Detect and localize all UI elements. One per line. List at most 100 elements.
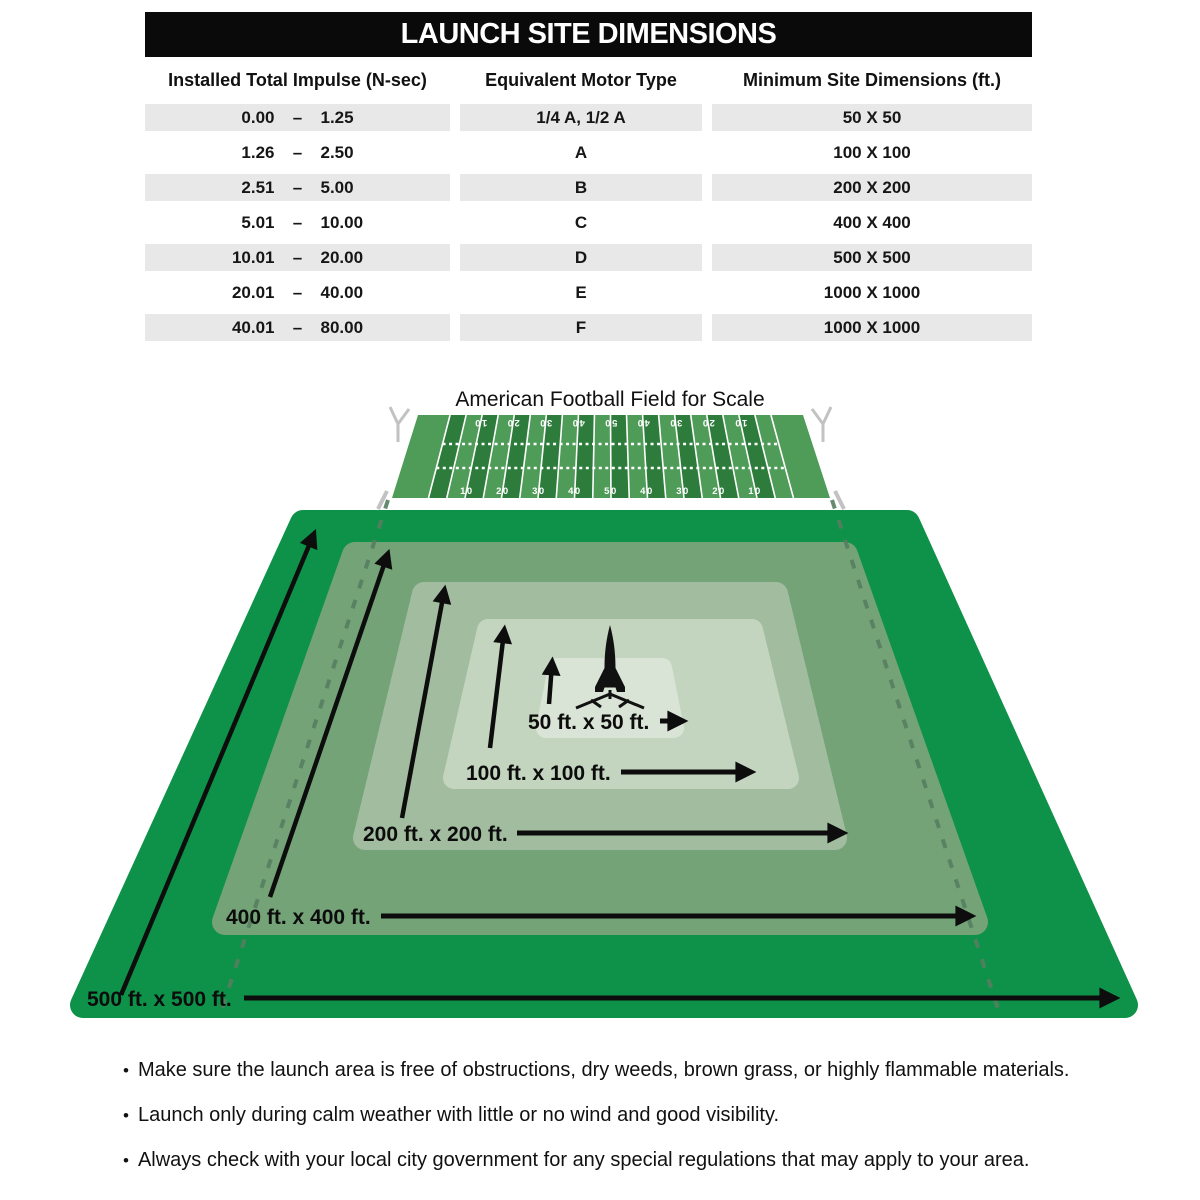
yard-number: 50 xyxy=(604,417,618,428)
yard-line xyxy=(591,414,596,499)
page-title: LAUNCH SITE DIMENSIONS xyxy=(400,18,777,50)
table-row: 40.01–80.00 F 1000 X 1000 xyxy=(145,314,1032,341)
safety-notes: • Make sure the launch area is free of o… xyxy=(123,1058,1088,1193)
table-column-headers: Installed Total Impulse (N-sec) Equivale… xyxy=(145,57,1032,104)
zone-label-200: 200 ft. x 200 ft. xyxy=(363,823,508,846)
field-stripe xyxy=(501,415,531,498)
yard-line xyxy=(609,414,612,499)
field-stripe xyxy=(706,415,739,498)
site-dimensions: 1000 X 1000 xyxy=(712,314,1032,341)
rocket-icon xyxy=(575,625,645,710)
yard-line xyxy=(722,414,740,499)
yard-line xyxy=(689,414,704,499)
motor-type: E xyxy=(575,282,587,302)
football-field: 10 10 20 20 30 30 40 40 50 50 40 40 30 30 20 20 10 10 xyxy=(392,414,830,499)
yard-number: 40 xyxy=(571,417,585,428)
yard-number: 30 xyxy=(539,417,553,428)
site-dimensions: 50 X 50 xyxy=(712,104,1032,131)
yard-number: 20 xyxy=(496,486,510,497)
yard-line xyxy=(518,414,532,499)
yard-number: 10 xyxy=(748,486,762,497)
yard-line xyxy=(464,414,483,499)
yard-number: 20 xyxy=(701,417,715,428)
impulse-range: 40.01–80.00 xyxy=(231,317,364,337)
yard-number: 10 xyxy=(460,486,474,497)
table-row: 5.01–10.00 C 400 X 400 xyxy=(145,209,1032,236)
yard-line xyxy=(705,414,722,499)
column-header-impulse: Installed Total Impulse (N-sec) xyxy=(168,70,427,90)
motor-type: C xyxy=(574,212,588,232)
site-dimensions: 200 X 200 xyxy=(712,174,1032,201)
yard-number: 30 xyxy=(669,417,683,428)
zone-label-500: 500 ft. x 500 ft. xyxy=(87,988,232,1011)
note-text: Make sure the launch area is free of obs… xyxy=(137,1059,1070,1081)
goal-post-icon xyxy=(376,406,846,510)
field-stripe xyxy=(538,415,563,498)
site-dimensions: 400 X 400 xyxy=(833,212,911,232)
note-item: • Make sure the launch area is free of o… xyxy=(123,1058,1088,1083)
yard-line xyxy=(657,414,667,499)
motor-type: D xyxy=(460,244,702,271)
motor-type: 1/4 A, 1/2 A xyxy=(460,104,702,131)
impulse-range: 0.00–1.25 xyxy=(241,107,354,127)
site-dimensions: 100 X 100 xyxy=(833,142,911,162)
yard-number: 20 xyxy=(712,486,726,497)
yard-line xyxy=(500,414,516,499)
yard-line xyxy=(445,414,467,499)
projection-dashed-lines xyxy=(218,499,1002,1016)
yard-number: 40 xyxy=(636,417,650,428)
motor-type: F xyxy=(460,314,702,341)
column-header-site: Minimum Site Dimensions (ft.) xyxy=(742,70,1001,90)
field-stripe xyxy=(674,415,703,498)
yard-number: 40 xyxy=(568,486,582,497)
table-row: 10.01–20.00 D 500 X 500 xyxy=(145,244,1032,271)
bullet: • xyxy=(123,1106,129,1125)
yard-line xyxy=(738,414,758,499)
yard-line xyxy=(555,414,564,499)
field-stripe xyxy=(574,415,595,498)
yard-line xyxy=(625,414,631,499)
impulse-range: 20.01–40.00 xyxy=(231,282,364,302)
table-row: 20.01–40.00 E 1000 X 1000 xyxy=(145,279,1032,306)
table-row: 0.00–1.25 1/4 A, 1/2 A 50 X 50 xyxy=(145,104,1032,131)
impulse-range: 10.01–20.00 xyxy=(231,247,364,267)
launch-site-table: LAUNCH SITE DIMENSIONS Installed Total I… xyxy=(145,12,1032,349)
note-item: • Always check with your local city gove… xyxy=(123,1148,1088,1173)
yard-line xyxy=(573,414,580,499)
bullet: • xyxy=(123,1151,129,1170)
yard-number: 30 xyxy=(532,486,546,497)
yard-number: 20 xyxy=(506,417,520,428)
yard-line xyxy=(482,414,499,499)
impulse-range: 2.51–5.00 xyxy=(241,177,354,197)
yard-line xyxy=(673,414,685,499)
label-arrows xyxy=(244,710,1121,1009)
yard-number: 10 xyxy=(474,417,488,428)
bullet: • xyxy=(123,1061,129,1080)
site-dimensions: 500 X 500 xyxy=(712,244,1032,271)
motor-type: A xyxy=(574,142,588,162)
yard-line xyxy=(754,414,777,499)
yard-line xyxy=(641,414,649,499)
yard-number: 10 xyxy=(734,417,748,428)
yard-number: 50 xyxy=(604,486,618,497)
note-text: Always check with your local city govern… xyxy=(137,1149,1030,1171)
yard-line xyxy=(770,414,795,499)
note-text: Launch only during calm weather with lit… xyxy=(137,1104,780,1126)
table-row: 1.26–2.50 A 100 X 100 xyxy=(145,139,1032,166)
note-item: • Launch only during calm weather with l… xyxy=(123,1103,1088,1128)
site-dimensions: 1000 X 1000 xyxy=(823,282,921,302)
table-header-bar: LAUNCH SITE DIMENSIONS xyxy=(145,12,1032,57)
field-stripe xyxy=(738,415,776,498)
motor-type: B xyxy=(460,174,702,201)
impulse-range: 5.01–10.00 xyxy=(241,212,364,232)
diagonal-dimension-arrows xyxy=(118,529,561,996)
zone-label-100: 100 ft. x 100 ft. xyxy=(466,762,611,785)
column-header-motor: Equivalent Motor Type xyxy=(485,70,677,90)
field-stripe xyxy=(465,415,499,498)
field-stripe xyxy=(428,415,467,498)
yard-number: 30 xyxy=(676,486,690,497)
yard-number: 40 xyxy=(640,486,654,497)
football-field-caption: American Football Field for Scale xyxy=(455,388,765,411)
